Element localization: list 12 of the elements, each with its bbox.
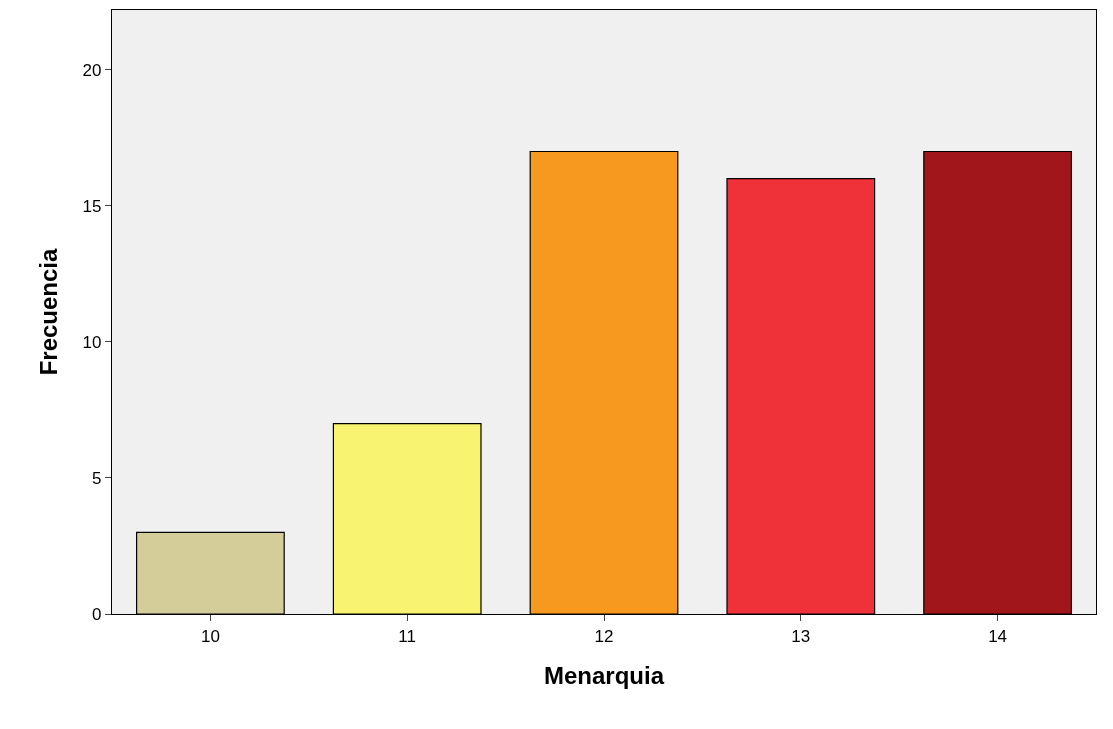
y-tick-label: 0 [92, 604, 102, 624]
x-axis-title: Menarquia [543, 661, 665, 689]
y-tick-label: 15 [82, 196, 102, 216]
y-tick-label: 5 [92, 468, 102, 488]
x-tick-label: 11 [398, 626, 417, 646]
x-tick-label: 14 [988, 626, 1008, 646]
x-tick-label: 13 [791, 626, 811, 646]
x-tick-label: 12 [594, 626, 614, 646]
y-tick-label: 20 [82, 60, 102, 80]
y-axis-title: Frecuencia [34, 247, 62, 376]
y-tick-label: 10 [82, 332, 102, 352]
x-tick-label: 10 [200, 626, 220, 646]
